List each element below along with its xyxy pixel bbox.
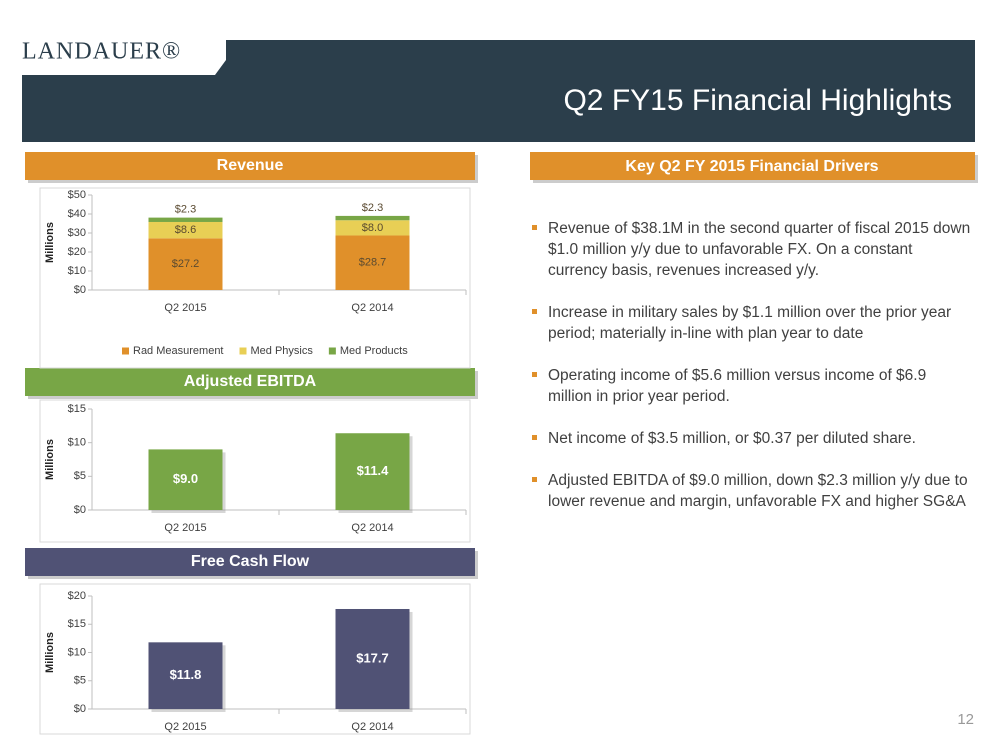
data-label: $8.6 <box>175 224 196 236</box>
chart-border <box>39 399 471 543</box>
logo: LANDAUER® <box>22 39 181 65</box>
logo-box <box>0 30 226 75</box>
x-tick-label: Q2 2015 <box>164 302 206 314</box>
x-tick-label: Q2 2014 <box>351 302 393 314</box>
data-label: $2.3 <box>362 202 383 214</box>
legend-label: Med Physics <box>251 345 314 357</box>
y-axis-label: Millions <box>44 632 56 673</box>
y-tick-label: $5 <box>74 470 86 482</box>
x-tick-label: Q2 2014 <box>351 522 393 534</box>
bullet: Operating income of $5.6 million versus … <box>532 365 972 407</box>
bar <box>335 608 410 709</box>
bar <box>148 449 223 510</box>
section-title: Key Q2 FY 2015 Financial Drivers <box>625 158 878 175</box>
chart-border <box>39 583 471 735</box>
legend-swatch <box>239 347 247 355</box>
data-label: $11.4 <box>357 463 390 478</box>
section-header <box>530 152 975 180</box>
page-number: 12 <box>957 711 974 728</box>
bar-segment <box>148 217 223 222</box>
section-header <box>25 548 475 576</box>
y-tick-label: $0 <box>74 284 86 296</box>
legend-swatch <box>122 347 129 355</box>
y-tick-label: $40 <box>68 208 86 220</box>
bar-segment <box>335 215 410 221</box>
data-label: $11.8 <box>170 667 202 682</box>
y-tick-label: $10 <box>68 646 86 658</box>
legend-label: Med Products <box>340 345 408 357</box>
section-header <box>25 152 475 180</box>
y-tick-label: $0 <box>74 703 86 715</box>
x-tick-label: Q2 2014 <box>351 721 393 733</box>
legend-label: Rad Measurement <box>133 345 224 357</box>
bullet: Increase in military sales by $1.1 milli… <box>532 302 972 344</box>
y-tick-label: $0 <box>74 504 86 516</box>
data-label: $28.7 <box>359 257 387 269</box>
bullet: Adjusted EBITDA of $9.0 million, down $2… <box>532 470 972 512</box>
slide-title: Q2 FY15 Financial Highlights <box>563 84 952 117</box>
data-label: $27.2 <box>172 258 200 270</box>
data-label: $2.3 <box>175 204 196 216</box>
section-title: Free Cash Flow <box>191 553 310 570</box>
data-label: $8.0 <box>362 222 383 234</box>
chart-border <box>39 187 471 369</box>
y-tick-label: $20 <box>68 246 86 258</box>
y-tick-label: $30 <box>68 227 86 239</box>
y-axis-label: Millions <box>44 222 56 263</box>
y-tick-label: $10 <box>68 265 86 277</box>
y-tick-label: $5 <box>74 675 86 687</box>
bar-segment <box>335 220 410 236</box>
bar-segment <box>335 235 410 290</box>
x-tick-label: Q2 2015 <box>164 721 206 733</box>
section-title: Adjusted EBITDA <box>184 373 317 390</box>
bullet-list: Revenue of $38.1M in the second quarter … <box>532 218 972 533</box>
y-tick-label: $10 <box>68 437 86 449</box>
y-tick-label: $50 <box>68 189 86 201</box>
bar-segment <box>148 238 223 290</box>
section-title: Revenue <box>217 157 284 174</box>
bar-segment <box>148 221 223 239</box>
bullet: Net income of $3.5 million, or $0.37 per… <box>532 428 972 449</box>
legend-swatch <box>328 347 336 355</box>
y-tick-label: $15 <box>68 618 86 630</box>
section-header <box>25 368 475 396</box>
x-tick-label: Q2 2015 <box>164 522 206 534</box>
y-tick-label: $15 <box>68 403 86 415</box>
y-axis-label: Millions <box>44 439 56 480</box>
data-label: $17.7 <box>356 650 389 665</box>
data-label: $9.0 <box>173 471 198 486</box>
y-tick-label: $20 <box>68 590 86 602</box>
bullet: Revenue of $38.1M in the second quarter … <box>532 218 972 281</box>
bar <box>148 642 223 709</box>
bar <box>335 433 410 510</box>
